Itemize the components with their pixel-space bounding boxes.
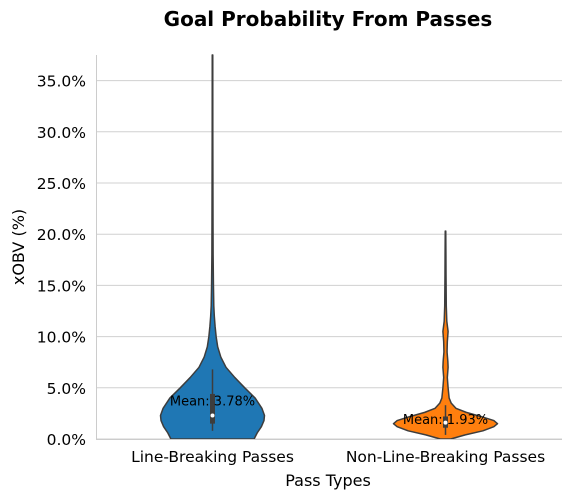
violin-body bbox=[392, 230, 499, 440]
violins bbox=[159, 54, 499, 440]
y-tick-label: 25.0% bbox=[37, 175, 86, 193]
axes bbox=[96, 55, 562, 440]
y-tick-label: 0.0% bbox=[47, 431, 86, 449]
x-axis-label: Pass Types bbox=[285, 471, 371, 490]
chart-title: Goal Probability From Passes bbox=[164, 7, 493, 31]
mean-annotation: Mean: 1.93% bbox=[403, 413, 488, 428]
annotations: Mean: 3.78% Mean: 1.93% bbox=[170, 394, 488, 428]
y-tick-label: 20.0% bbox=[37, 226, 86, 244]
violin-median-dot bbox=[443, 420, 448, 425]
y-axis-label: xOBV (%) bbox=[9, 209, 28, 285]
x-tick-label: Line-Breaking Passes bbox=[131, 448, 294, 466]
mean-annotation: Mean: 3.78% bbox=[170, 394, 255, 409]
x-tick-label: Non-Line-Breaking Passes bbox=[346, 448, 545, 466]
grid-lines bbox=[96, 80, 562, 440]
y-tick-label: 15.0% bbox=[37, 277, 86, 295]
y-tick-label: 30.0% bbox=[37, 124, 86, 142]
violin-median-dot bbox=[210, 413, 215, 418]
violin-body bbox=[159, 54, 266, 440]
y-tick-label: 10.0% bbox=[37, 329, 86, 347]
tick-labels: 0.0% 5.0% 10.0% 15.0% 20.0% 25.0% 30.0% 35.0% Li… bbox=[37, 73, 545, 466]
y-tick-label: 35.0% bbox=[37, 73, 86, 91]
violin-iqr-box bbox=[210, 393, 215, 424]
y-tick-label: 5.0% bbox=[47, 380, 86, 398]
